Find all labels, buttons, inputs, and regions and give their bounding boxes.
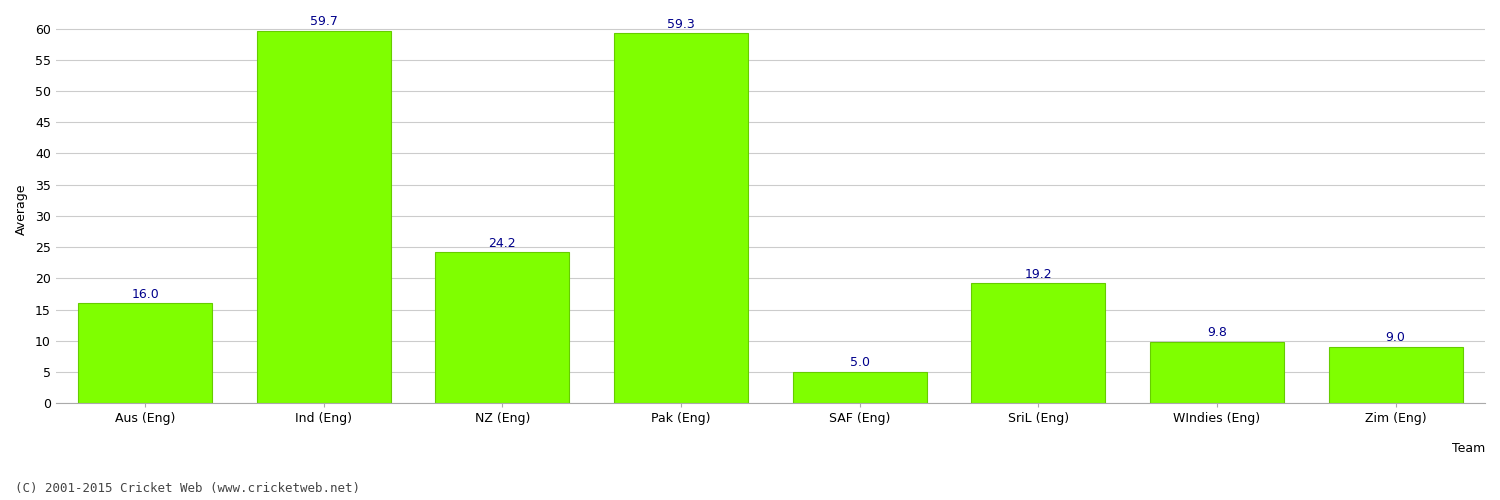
Text: 59.7: 59.7 — [310, 15, 338, 28]
Text: 59.3: 59.3 — [668, 18, 694, 30]
Text: 9.0: 9.0 — [1386, 332, 1406, 344]
Bar — [256, 30, 392, 403]
Bar — [614, 33, 748, 403]
Bar — [792, 372, 927, 403]
Bar — [1150, 342, 1284, 403]
Text: 16.0: 16.0 — [132, 288, 159, 301]
Bar — [972, 284, 1106, 403]
Bar — [78, 304, 212, 403]
Bar — [1329, 347, 1462, 403]
Text: 5.0: 5.0 — [849, 356, 870, 370]
Text: 19.2: 19.2 — [1024, 268, 1051, 281]
Text: Team: Team — [1452, 442, 1485, 455]
Text: 24.2: 24.2 — [489, 236, 516, 250]
Bar — [435, 252, 570, 403]
Text: 9.8: 9.8 — [1208, 326, 1227, 340]
Y-axis label: Average: Average — [15, 184, 28, 236]
Text: (C) 2001-2015 Cricket Web (www.cricketweb.net): (C) 2001-2015 Cricket Web (www.cricketwe… — [15, 482, 360, 495]
